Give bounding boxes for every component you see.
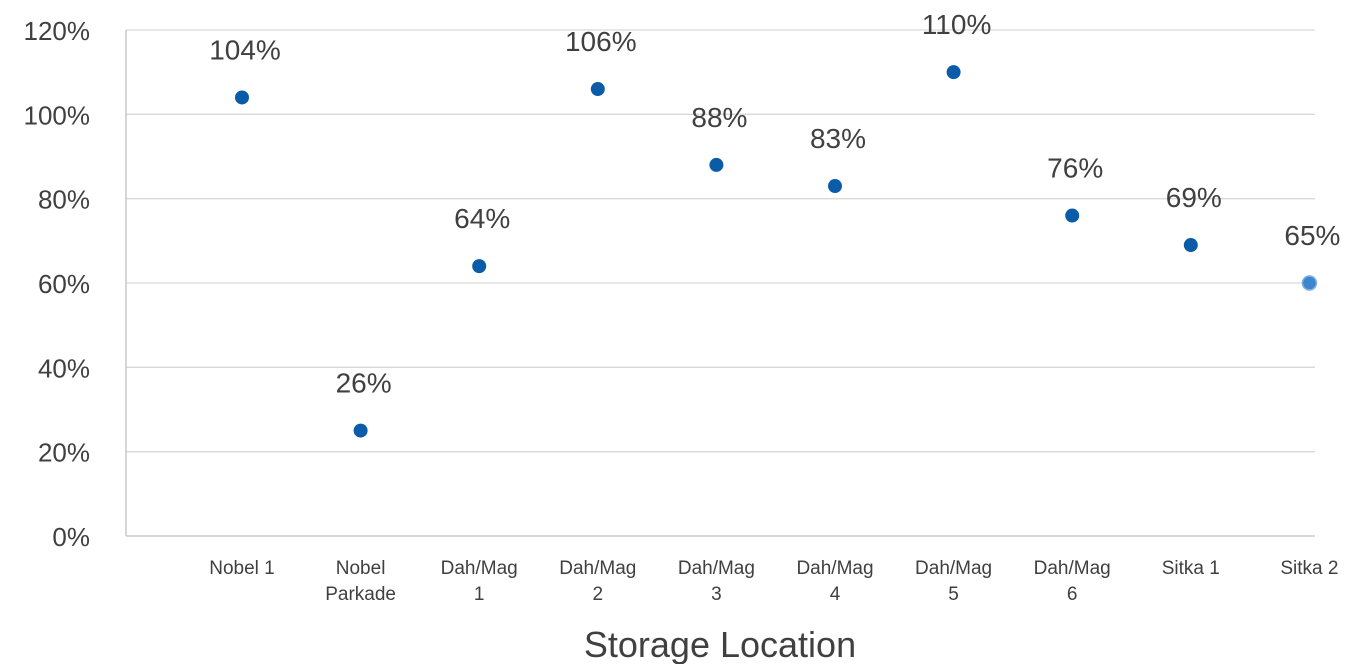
y-tick-label: 80%: [38, 185, 90, 215]
y-tick-label: 100%: [24, 100, 91, 130]
x-tick-label: Sitka 1: [1162, 558, 1220, 579]
y-tick-label: 120%: [24, 16, 91, 46]
data-point: [828, 179, 842, 194]
data-labels: 104% 26% 64% 106% 88% 83% 110% 76% 69% 65%: [209, 9, 1340, 398]
data-point: [709, 157, 724, 172]
x-tick-label: Nobel 1: [209, 558, 275, 579]
data-label: 65%: [1284, 220, 1340, 251]
data-point: [1301, 275, 1318, 291]
data-label: 83%: [810, 123, 866, 154]
x-tick-label: Dah/Mag 4: [796, 558, 873, 605]
y-tick-label: 40%: [38, 353, 90, 383]
gridlines: [125, 29, 1315, 537]
data-label: 88%: [691, 102, 747, 133]
x-tick-label: Dah/Mag 2: [559, 558, 636, 605]
x-axis-tick-labels: Nobel 1 Nobel Parkade Dah/Mag 1 Dah/Mag 2 Dah/M…: [209, 558, 1338, 605]
y-tick-label: 0%: [52, 522, 90, 552]
y-axis-tick-labels: 0% 20% 40% 60% 80% 100% 120%: [24, 16, 91, 552]
data-point: [1065, 208, 1080, 223]
data-point: [946, 65, 961, 80]
data-point: [472, 259, 487, 274]
data-label: 106%: [565, 26, 637, 57]
data-label: 69%: [1166, 182, 1222, 213]
x-tick-label: Dah/Mag 5: [915, 558, 992, 605]
data-label: 64%: [454, 203, 510, 234]
x-tick-label: Dah/Mag 6: [1034, 558, 1111, 605]
x-tick-label: Dah/Mag 1: [441, 558, 518, 605]
x-tick-label: Dah/Mag 3: [678, 558, 755, 605]
data-point: [590, 82, 605, 97]
y-tick-label: 60%: [38, 269, 90, 299]
data-point: [353, 423, 368, 438]
data-label: 110%: [922, 9, 992, 40]
data-point: [1183, 238, 1198, 253]
data-label: 26%: [336, 368, 392, 399]
x-axis-title: Storage Location: [584, 624, 856, 664]
y-tick-label: 20%: [38, 438, 90, 468]
data-label: 76%: [1047, 153, 1103, 184]
x-tick-label: Nobel Parkade: [325, 558, 396, 605]
data-point: [235, 90, 249, 105]
data-label: 104%: [209, 34, 281, 65]
x-tick-label: Sitka 2: [1280, 558, 1338, 579]
data-points: [235, 65, 1318, 438]
